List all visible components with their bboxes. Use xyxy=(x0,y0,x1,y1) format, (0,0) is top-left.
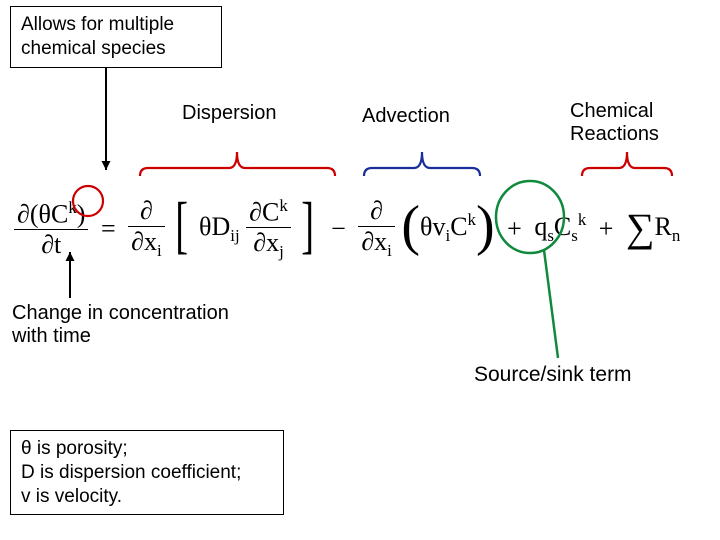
q-symbol: q xyxy=(534,212,547,241)
change-concentration-label: Change in concentrationwith time xyxy=(12,302,229,348)
dispersion-label: Dispersion xyxy=(182,102,276,125)
minus-sign: − xyxy=(325,214,352,244)
c-symbol: C xyxy=(51,199,68,228)
dispersion-brace xyxy=(140,152,335,176)
sigma-symbol: ∑ xyxy=(626,205,655,250)
species-box: Allows for multiplechemical species xyxy=(10,6,222,68)
advection-label: Advection xyxy=(362,105,450,128)
r-symbol: R xyxy=(654,212,671,241)
partial-symbol: ∂ xyxy=(17,199,30,228)
advection-brace xyxy=(364,152,480,176)
d-symbol: D xyxy=(211,212,230,241)
equals-sign: = xyxy=(95,214,122,244)
source-line xyxy=(544,250,558,358)
k-superscript: k xyxy=(68,198,76,217)
definitions-box: θ is porosity;D is dispersion coefficien… xyxy=(10,430,284,515)
source-sink-label: Source/sink term xyxy=(474,363,632,387)
t-symbol: t xyxy=(54,230,61,259)
chemical-reactions-label: ChemicalReactions xyxy=(570,100,659,146)
species-arrow-head xyxy=(102,161,111,170)
plus-sign: + xyxy=(501,214,528,244)
transport-equation: ∂(θCk) ∂t = ∂ ∂xi [ θDij ∂Ck ∂xj ] − ∂ ∂… xyxy=(14,192,680,266)
v-symbol: v xyxy=(433,212,446,241)
reactions-brace xyxy=(582,152,672,176)
theta-symbol: θ xyxy=(39,199,51,228)
